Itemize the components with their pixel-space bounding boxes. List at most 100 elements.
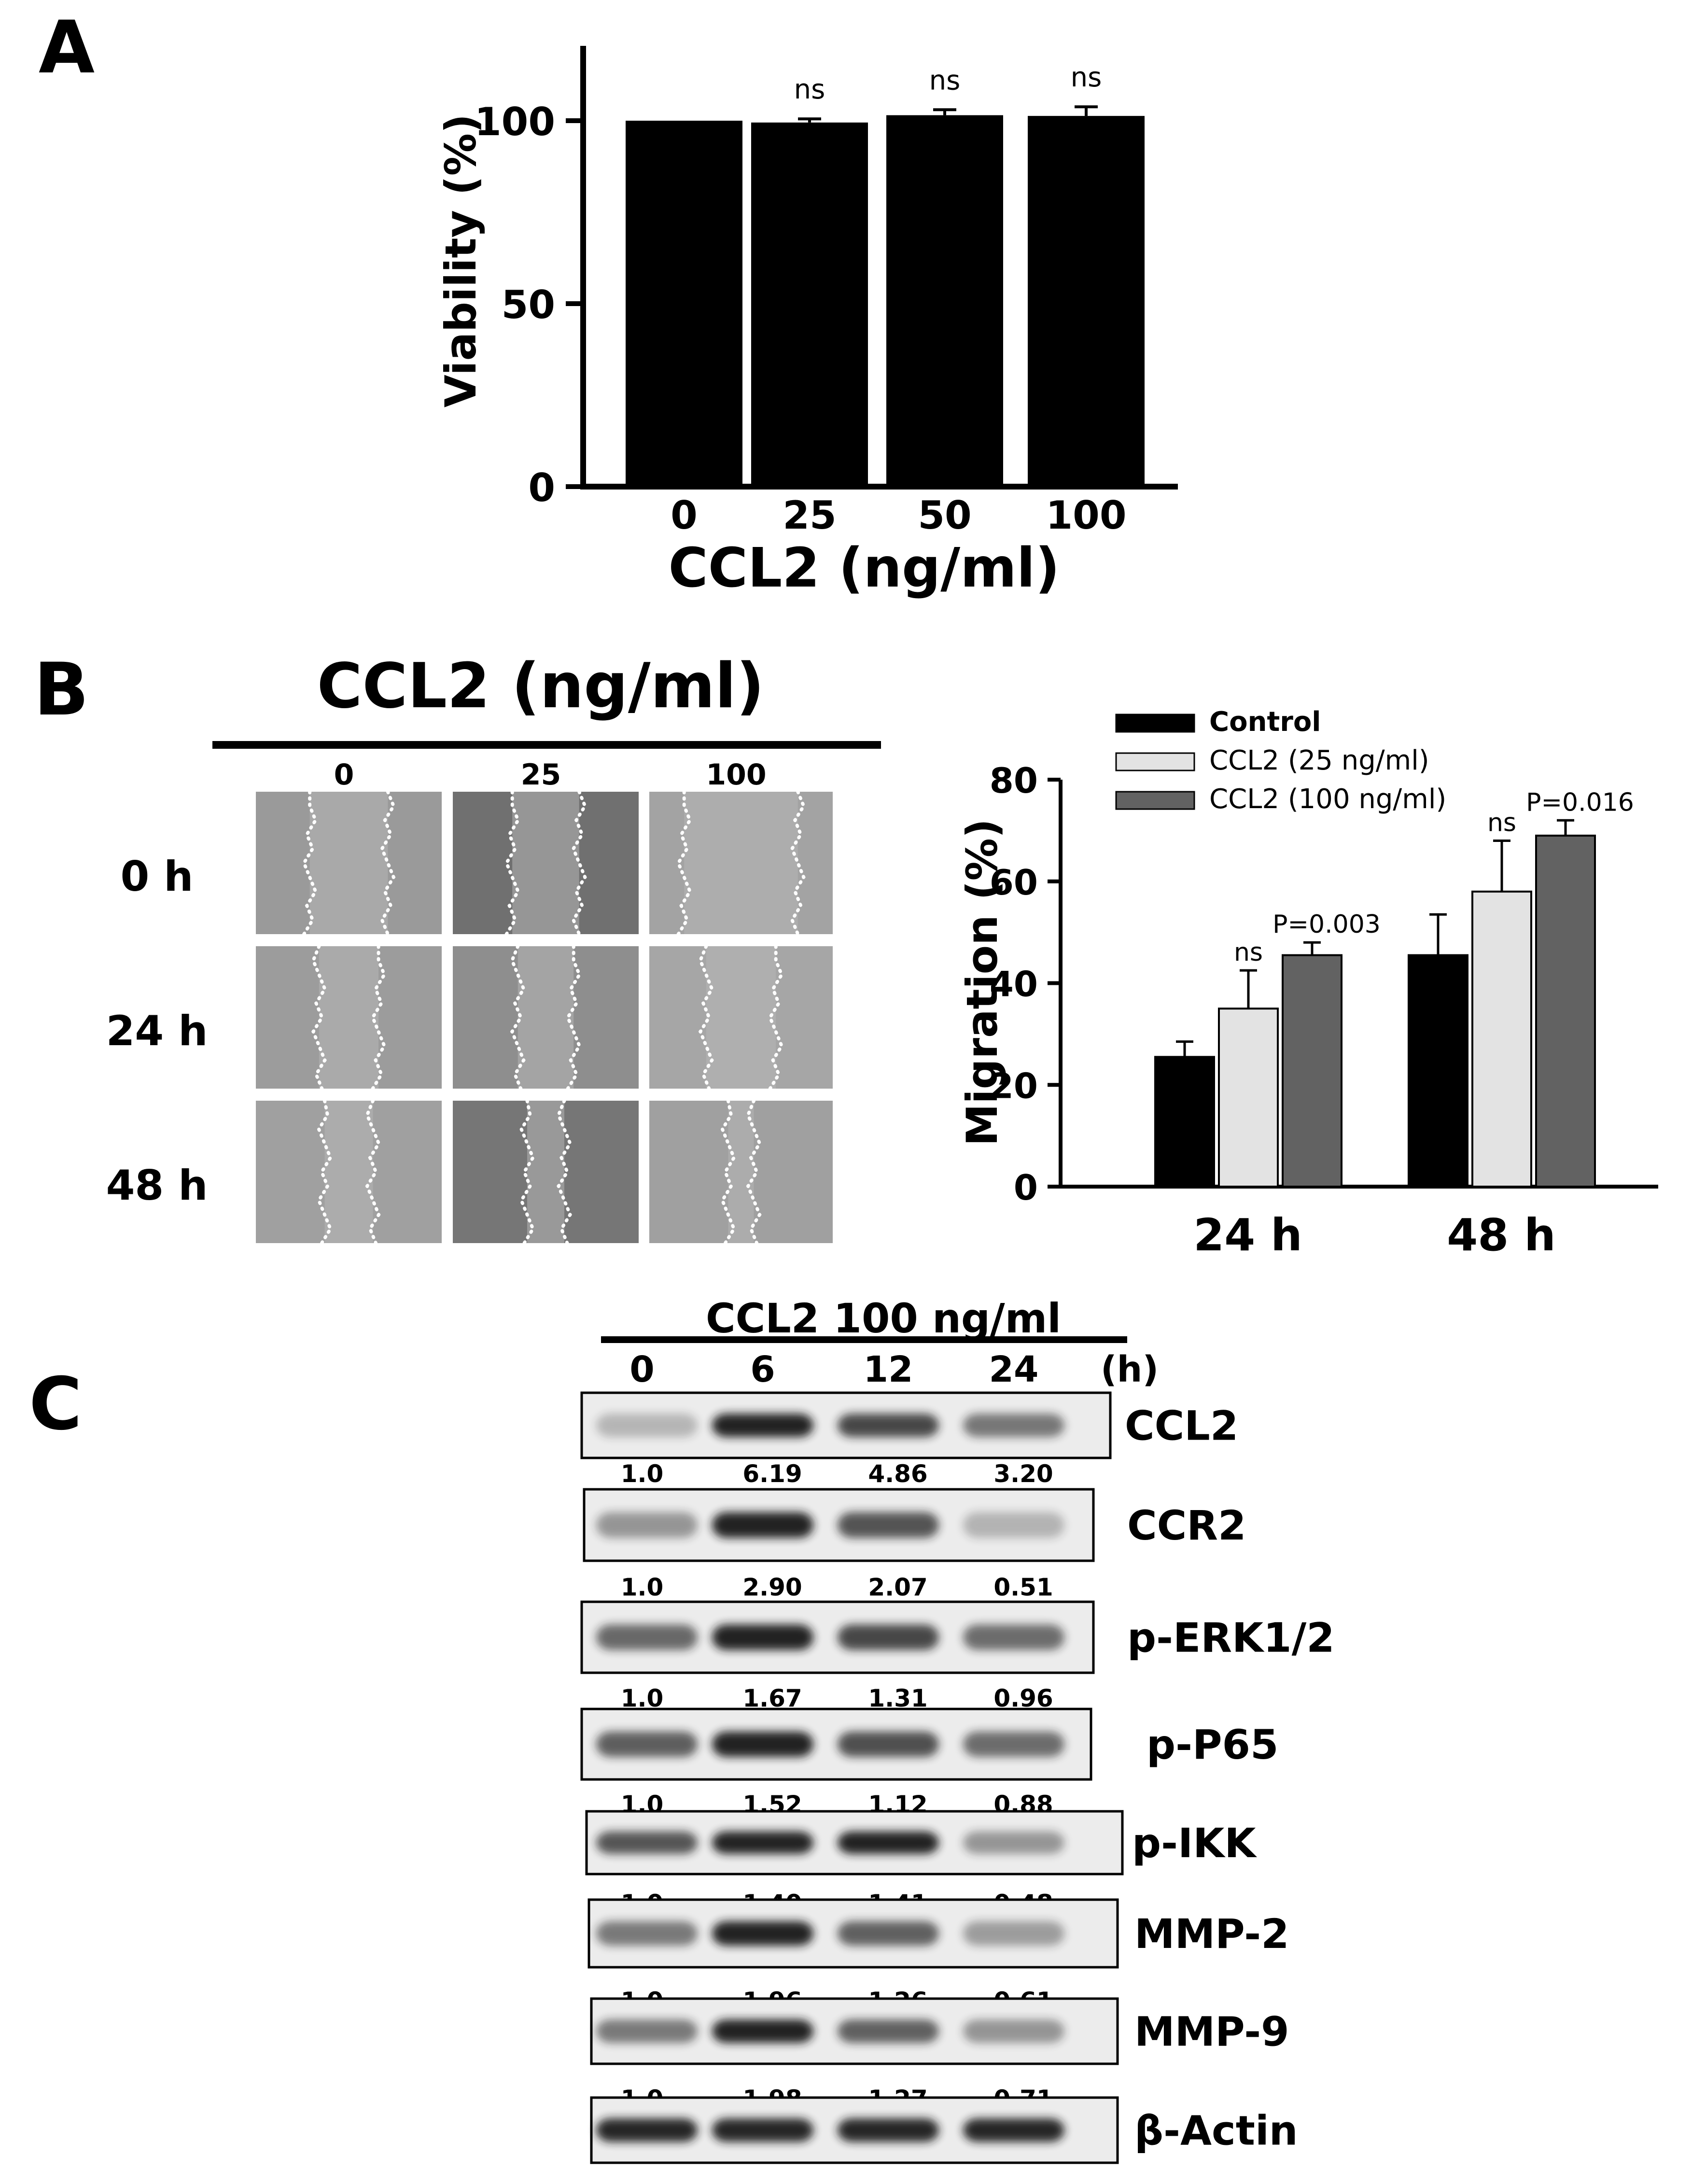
blot-quantification-value: 1.31	[868, 1684, 927, 1712]
blot-band	[596, 2019, 698, 2043]
migration-bar	[1282, 954, 1342, 1188]
blot-quantification-value: 2.07	[868, 1573, 927, 1601]
viability-chart: Viability (%) CCL2 (ng/ml) 0 50 100 0 ns 25 ns…	[436, 46, 1178, 600]
western-time-label: 12	[864, 1349, 913, 1390]
blot-band	[963, 1414, 1064, 1437]
wound-edge-line	[768, 944, 784, 1091]
wound-edge-line	[746, 1099, 762, 1245]
blot-band	[963, 1831, 1064, 1854]
migration-y-tick-label: 40	[990, 964, 1038, 1005]
viability-bar	[886, 115, 1003, 487]
viability-y-label: Viability (%)	[436, 114, 486, 407]
blot-band	[838, 1624, 939, 1650]
blot-quantification-value: 1.0	[621, 1684, 664, 1712]
blot-band	[963, 2118, 1064, 2142]
blot-band	[712, 2118, 813, 2142]
wound-edge-line	[371, 944, 387, 1091]
viability-x-tick-label: 50	[918, 493, 971, 538]
migration-significance-label: ns	[1234, 938, 1263, 967]
blot-band	[596, 1512, 698, 1538]
viability-y-tick-label: 50	[502, 282, 555, 327]
migration-bar	[1471, 890, 1532, 1188]
legend-swatch	[1115, 714, 1195, 733]
blot-quantification-value: 4.86	[868, 1460, 927, 1488]
wound-healing-images: 0 25 100 0 h 24 h 48 h	[106, 758, 833, 1245]
blot-band	[838, 1731, 939, 1757]
wound-edge-line	[317, 1099, 333, 1245]
wound-edge-line	[504, 790, 520, 936]
migration-y-tick-label: 20	[990, 1065, 1038, 1106]
wound-edge-line	[311, 944, 327, 1091]
blot-band	[712, 1731, 813, 1757]
viability-y-tick-label: 0	[528, 465, 555, 510]
blot-band	[838, 1831, 939, 1854]
wound-gap-area	[684, 792, 798, 934]
wound-column-label: 25	[521, 758, 561, 792]
blot-band	[963, 1512, 1064, 1538]
wound-gap-area	[319, 946, 379, 1089]
blot-protein-label: MMP-9	[1134, 2008, 1289, 2056]
migration-y-tick-label: 60	[990, 862, 1038, 903]
viability-y-tick-label: 100	[475, 99, 555, 144]
migration-x-tick-label: 48 h	[1447, 1209, 1556, 1261]
western-time-label: 24	[989, 1349, 1039, 1390]
wound-gap-area	[728, 1101, 754, 1243]
blot-quantification-value: 0.51	[993, 1573, 1053, 1601]
viability-x-label: CCL2 (ng/ml)	[669, 537, 1060, 600]
panel-a-letter: A	[39, 6, 95, 90]
wound-edge-line	[510, 944, 526, 1091]
blot-band	[963, 1921, 1064, 1946]
legend-swatch	[1115, 791, 1195, 810]
viability-bar	[626, 121, 742, 487]
blot-band	[596, 2118, 698, 2142]
blot-band	[596, 1831, 698, 1854]
western-time-label: 0	[629, 1349, 655, 1390]
wound-row-label: 48 h	[106, 1162, 208, 1210]
viability-ns-label: ns	[929, 65, 961, 96]
blot-band	[712, 1624, 813, 1650]
wound-gap-area	[527, 1101, 564, 1243]
blot-protein-label: p-P65	[1147, 1721, 1278, 1768]
panel-c-letter: C	[29, 1362, 82, 1446]
wound-column-label: 100	[706, 758, 766, 792]
wound-edge-line	[676, 790, 692, 936]
western-time-unit: (h)	[1101, 1349, 1159, 1390]
blot-band	[596, 1414, 698, 1437]
wound-row-label: 24 h	[106, 1007, 208, 1055]
wound-edge-line	[557, 1099, 572, 1245]
blot-band	[712, 1831, 813, 1854]
viability-x-tick-label: 0	[671, 493, 698, 538]
wound-edge-line	[380, 790, 396, 936]
blot-band	[838, 1512, 939, 1538]
wound-edge-line	[571, 790, 587, 936]
wound-edge-line	[302, 790, 318, 936]
migration-y-label: Migration (%)	[957, 819, 1007, 1146]
wound-gap-area	[309, 792, 388, 934]
blot-quantification-value: 1.0	[621, 1573, 664, 1601]
blot-band	[712, 1512, 813, 1538]
legend-label: CCL2 (25 ng/ml)	[1209, 745, 1429, 776]
viability-x-tick-label: 25	[783, 493, 836, 538]
wound-edge-line	[790, 790, 806, 936]
blot-band	[838, 2019, 939, 2043]
blot-band	[596, 1624, 698, 1650]
western-blots: 0 6 12 24 (h) CCL2 1.0 6.19 4.86 3.20 CCR2 1.0 2.90 2…	[580, 1349, 1335, 2164]
migration-chart: Migration (%) 0 20 40 60 80 ns P=0.003 24 h ns P=…	[957, 706, 1658, 1261]
blot-quantification-value: 1.67	[742, 1684, 802, 1712]
blot-band	[838, 1921, 939, 1946]
migration-bar	[1154, 1056, 1215, 1188]
migration-y-tick-label: 0	[1014, 1167, 1038, 1208]
blot-quantification-value: 6.19	[742, 1460, 802, 1488]
legend-label: Control	[1209, 706, 1321, 738]
blot-band	[596, 1921, 698, 1946]
wound-row-label: 0 h	[120, 853, 193, 901]
wound-gap-area	[512, 792, 579, 934]
migration-bar	[1218, 1008, 1279, 1188]
western-time-label: 6	[750, 1349, 775, 1390]
blot-band	[712, 2019, 813, 2043]
blot-quantification-value: 1.0	[621, 1460, 664, 1488]
blot-quantification-value: 2.90	[742, 1573, 802, 1601]
migration-x-tick-label: 24 h	[1193, 1209, 1302, 1261]
viability-ns-label: ns	[1071, 62, 1102, 93]
blot-band	[963, 1731, 1064, 1757]
